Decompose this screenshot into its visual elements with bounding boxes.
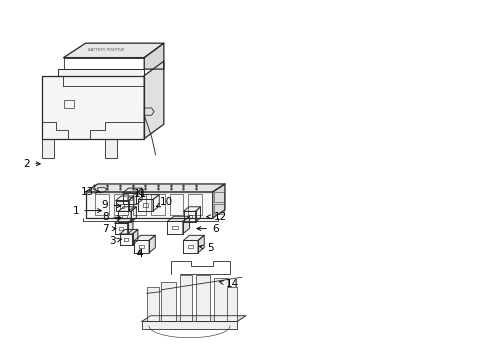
Polygon shape	[144, 61, 163, 139]
Polygon shape	[41, 76, 144, 139]
Polygon shape	[212, 184, 224, 218]
Bar	[213, 192, 224, 202]
Bar	[161, 282, 176, 321]
Polygon shape	[58, 69, 144, 76]
Bar	[132, 194, 146, 215]
Polygon shape	[63, 43, 163, 58]
Bar	[188, 194, 202, 215]
Text: 7: 7	[102, 224, 116, 234]
Polygon shape	[183, 216, 189, 234]
Text: 9: 9	[102, 200, 121, 210]
Polygon shape	[134, 235, 155, 240]
Text: BATTERY POSITIVE: BATTERY POSITIVE	[88, 48, 124, 52]
Polygon shape	[134, 240, 149, 253]
Text: 6: 6	[197, 224, 218, 234]
Text: 1: 1	[72, 206, 101, 216]
Polygon shape	[144, 43, 163, 69]
Polygon shape	[167, 221, 183, 234]
Bar	[195, 275, 210, 321]
Polygon shape	[149, 235, 155, 253]
Polygon shape	[183, 235, 204, 240]
Polygon shape	[122, 193, 136, 204]
Polygon shape	[120, 234, 132, 245]
Text: 12: 12	[206, 212, 226, 222]
Text: 13: 13	[80, 186, 99, 197]
Polygon shape	[41, 139, 54, 158]
Polygon shape	[127, 219, 133, 234]
Polygon shape	[120, 229, 138, 234]
Bar	[146, 287, 159, 321]
Bar	[227, 287, 237, 321]
Bar	[213, 204, 224, 214]
Polygon shape	[118, 211, 131, 222]
Bar	[151, 194, 164, 215]
Polygon shape	[116, 196, 134, 201]
Text: 3: 3	[109, 236, 121, 246]
Bar	[214, 278, 227, 321]
Polygon shape	[183, 211, 195, 222]
Polygon shape	[116, 201, 128, 211]
Text: 10: 10	[156, 197, 172, 207]
Text: 11: 11	[134, 189, 147, 199]
Bar	[169, 194, 183, 215]
Polygon shape	[153, 195, 159, 211]
Bar	[142, 321, 237, 329]
Polygon shape	[85, 184, 224, 192]
Polygon shape	[136, 188, 142, 204]
Polygon shape	[58, 69, 144, 76]
Polygon shape	[142, 316, 245, 321]
Text: 2: 2	[23, 159, 40, 169]
Text: 14: 14	[219, 279, 239, 289]
Text: 8: 8	[102, 212, 121, 222]
Polygon shape	[167, 216, 189, 221]
Bar	[114, 194, 127, 215]
Polygon shape	[138, 199, 153, 211]
Polygon shape	[118, 207, 136, 211]
Bar	[85, 192, 212, 218]
Polygon shape	[138, 195, 159, 199]
Polygon shape	[105, 139, 117, 158]
Polygon shape	[198, 235, 204, 253]
Polygon shape	[115, 219, 133, 223]
Polygon shape	[183, 240, 198, 253]
Polygon shape	[132, 229, 138, 245]
Bar	[63, 100, 74, 108]
Text: 4: 4	[136, 249, 142, 259]
Text: 5: 5	[199, 243, 213, 253]
Polygon shape	[115, 223, 127, 234]
Polygon shape	[195, 207, 200, 222]
Polygon shape	[128, 196, 134, 211]
Polygon shape	[131, 207, 136, 222]
Bar	[180, 275, 192, 321]
Polygon shape	[183, 207, 200, 211]
Polygon shape	[122, 188, 142, 193]
Bar	[95, 194, 109, 215]
